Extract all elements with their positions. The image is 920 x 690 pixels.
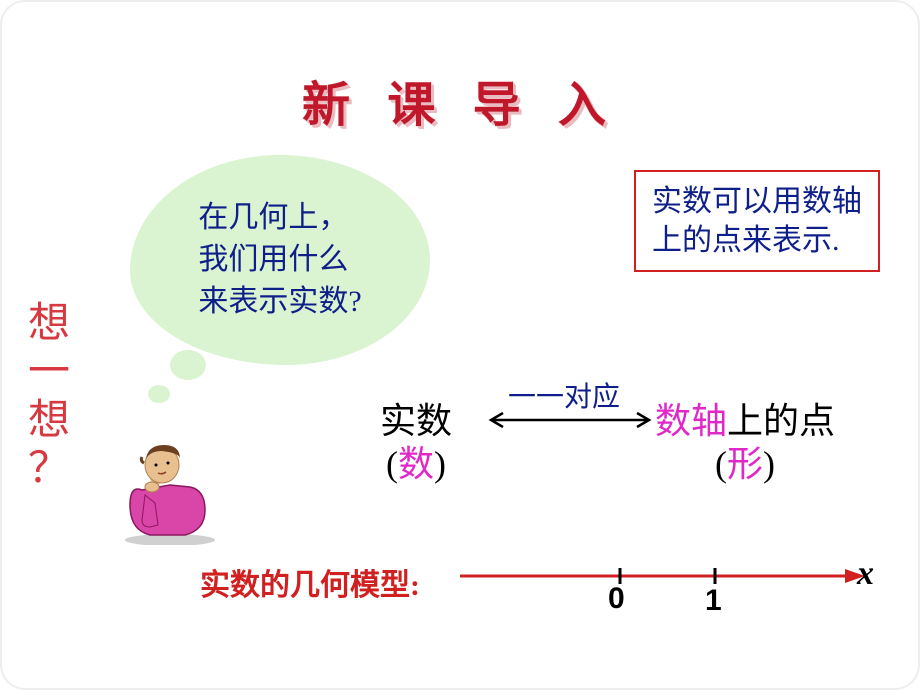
- axis-svg: [460, 560, 870, 620]
- answer-line: 实数可以用数轴: [652, 182, 862, 221]
- number-line: x 0 1: [460, 560, 870, 620]
- map-left-bottom: (数): [380, 443, 452, 486]
- thinking-person-icon: [100, 435, 220, 545]
- think-char: ？: [28, 445, 70, 493]
- bubble-line: 在几何上，: [198, 197, 361, 239]
- bubble-line: 我们用什么: [198, 239, 361, 281]
- map-top-label: 一一对应: [508, 375, 620, 415]
- slide: 新 课 导 入 想 一 想 ？ 在几何上， 我们用什么 来表示实数? 实数可以用…: [0, 0, 920, 690]
- bubble-text: 在几何上， 我们用什么 来表示实数?: [198, 197, 361, 323]
- bubble-line: 来表示实数?: [198, 281, 361, 323]
- axis-var: x: [857, 555, 874, 593]
- think-char: 想: [28, 397, 70, 445]
- page-title: 新 课 导 入: [0, 65, 920, 135]
- map-left: 实数 (数): [380, 400, 452, 486]
- bubble-dot: [170, 350, 206, 380]
- think-char: 一: [28, 348, 70, 396]
- map-left-top: 实数: [380, 400, 452, 443]
- thought-bubble: 在几何上， 我们用什么 来表示实数?: [130, 155, 430, 365]
- double-arrow-icon: [485, 410, 655, 430]
- geo-model-label: 实数的几何模型:: [200, 560, 420, 604]
- answer-box: 实数可以用数轴 上的点来表示.: [634, 170, 880, 272]
- think-prompt: 想 一 想 ？: [28, 300, 70, 493]
- bubble-dot: [148, 385, 170, 403]
- axis-tick-0: 0: [608, 582, 625, 616]
- map-right-bottom: (形): [655, 443, 835, 486]
- map-right: 数轴上的点 (形): [655, 400, 835, 486]
- bubble-main: 在几何上， 我们用什么 来表示实数?: [130, 155, 430, 365]
- think-char: 想: [28, 300, 70, 348]
- answer-line: 上的点来表示.: [652, 221, 862, 260]
- map-right-top: 数轴上的点: [655, 400, 835, 443]
- axis-tick-1: 1: [705, 584, 722, 618]
